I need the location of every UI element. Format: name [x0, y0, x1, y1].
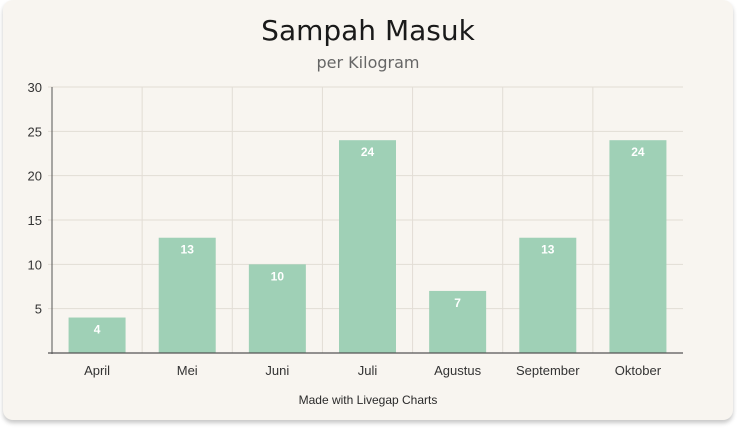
data-label: 24: [361, 145, 375, 159]
x-tick-label: September: [516, 363, 580, 378]
data-label: 13: [181, 243, 195, 257]
y-tick-label: 5: [35, 302, 42, 317]
x-tick-label: Juli: [358, 363, 378, 378]
x-tick-label: Agustus: [434, 363, 481, 378]
bar: [158, 237, 216, 353]
bar: [519, 237, 577, 353]
bar: [248, 264, 306, 353]
data-label: 13: [541, 243, 555, 257]
y-tick-label: 25: [28, 124, 42, 139]
data-label: 7: [454, 296, 461, 310]
y-tick-label: 30: [28, 80, 42, 95]
chart-footer: Made with Livegap Charts: [298, 393, 438, 407]
bar: [339, 140, 396, 353]
chart-subtitle: per Kilogram: [316, 53, 420, 72]
bar: [609, 140, 667, 353]
bar: [68, 317, 126, 353]
data-label: 24: [631, 145, 645, 159]
x-tick-label: April: [84, 363, 110, 378]
x-tick-label: Oktober: [615, 363, 662, 378]
chart-title: Sampah Masuk: [261, 14, 475, 47]
x-tick-label: Juni: [265, 363, 289, 378]
y-tick-label: 10: [28, 257, 42, 272]
x-tick-label: Mei: [177, 363, 198, 378]
data-label: 10: [271, 269, 285, 283]
bar: [429, 290, 487, 353]
y-tick-label: 15: [28, 213, 42, 228]
y-tick-label: 20: [28, 169, 42, 184]
data-label: 4: [94, 323, 101, 337]
